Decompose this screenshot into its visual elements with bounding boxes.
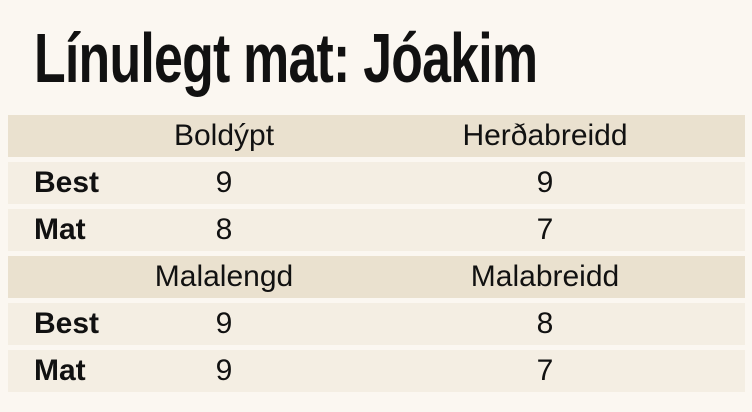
cell-value: 9: [215, 166, 233, 199]
table: Boldýpt Herðabreidd Best 9 9 Mat 8 7 Malalengd Ma…: [8, 115, 745, 397]
data-row: Best 9 8: [8, 303, 745, 345]
cell-value: 9: [215, 354, 233, 387]
row-label: Best: [34, 307, 100, 340]
data-row: Mat 8 7: [8, 209, 745, 251]
title: Línulegt mat: Jóakim: [34, 19, 538, 97]
column-header: Malabreidd: [470, 260, 620, 293]
cell-value: 7: [536, 354, 554, 387]
column-header: Malalengd: [154, 260, 294, 293]
data-row: Mat 9 7: [8, 350, 745, 392]
row-label: Mat: [34, 213, 86, 246]
cell-value: 9: [536, 166, 554, 199]
cell-value: 8: [536, 307, 554, 340]
data-row: Best 9 9: [8, 162, 745, 204]
row-label: Mat: [34, 354, 86, 387]
header-row: Boldýpt Herðabreidd: [8, 115, 745, 157]
cell-value: 7: [536, 213, 554, 246]
header-row: Malalengd Malabreidd: [8, 256, 745, 298]
cell-value: 9: [215, 307, 233, 340]
cell-value: 8: [215, 213, 233, 246]
column-header: Boldýpt: [173, 119, 275, 152]
column-header: Herðabreidd: [462, 119, 628, 152]
row-label: Best: [34, 166, 100, 199]
